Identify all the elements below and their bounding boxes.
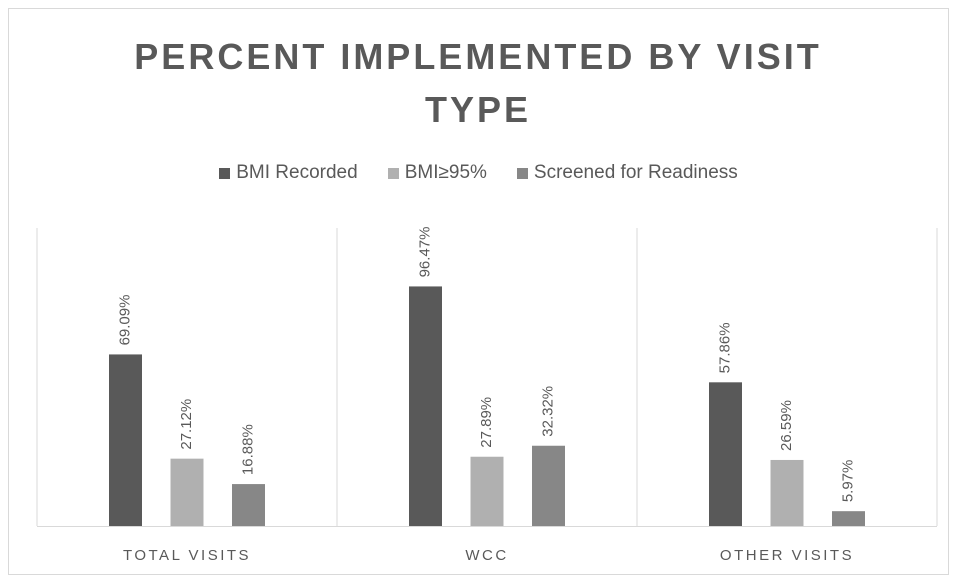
legend-label: Screened for Readiness	[533, 162, 738, 183]
legend-item: BMI≥95%	[387, 162, 487, 184]
chart-border	[8, 8, 949, 575]
x-tick-label: TOTAL VISITS	[123, 547, 251, 564]
value-label: 57.86%	[716, 322, 733, 373]
bar	[109, 354, 142, 526]
bar	[409, 286, 442, 526]
bar	[770, 459, 804, 526]
legend-item: Screened for Readiness	[516, 162, 738, 184]
x-tick-label: OTHER VISITS	[720, 547, 854, 564]
legend-swatch	[387, 167, 399, 179]
bar	[470, 456, 504, 526]
chart-title: PERCENT IMPLEMENTED BY VISIT TYPE	[134, 36, 822, 130]
legend-swatch	[516, 167, 528, 179]
value-label: 27.12%	[178, 399, 195, 450]
bar	[170, 458, 204, 526]
value-label: 96.47%	[416, 227, 433, 278]
value-label: 69.09%	[116, 295, 133, 346]
bar	[532, 445, 565, 526]
legend-label: BMI≥95%	[404, 162, 487, 183]
bar	[709, 382, 742, 526]
legend-item: BMI Recorded	[219, 162, 358, 184]
value-label: 32.32%	[539, 386, 556, 437]
value-label: 26.59%	[778, 400, 795, 451]
bar	[232, 484, 265, 526]
value-label: 16.88%	[239, 424, 256, 475]
x-tick-label: WCC	[465, 547, 508, 564]
legend-swatch	[219, 167, 231, 179]
bar	[832, 511, 865, 526]
value-label: 27.89%	[478, 397, 495, 448]
legend-label: BMI Recorded	[236, 162, 358, 183]
value-label: 5.97%	[839, 460, 856, 503]
legend: BMI Recorded BMI≥95% Screened for Readines…	[0, 162, 957, 184]
